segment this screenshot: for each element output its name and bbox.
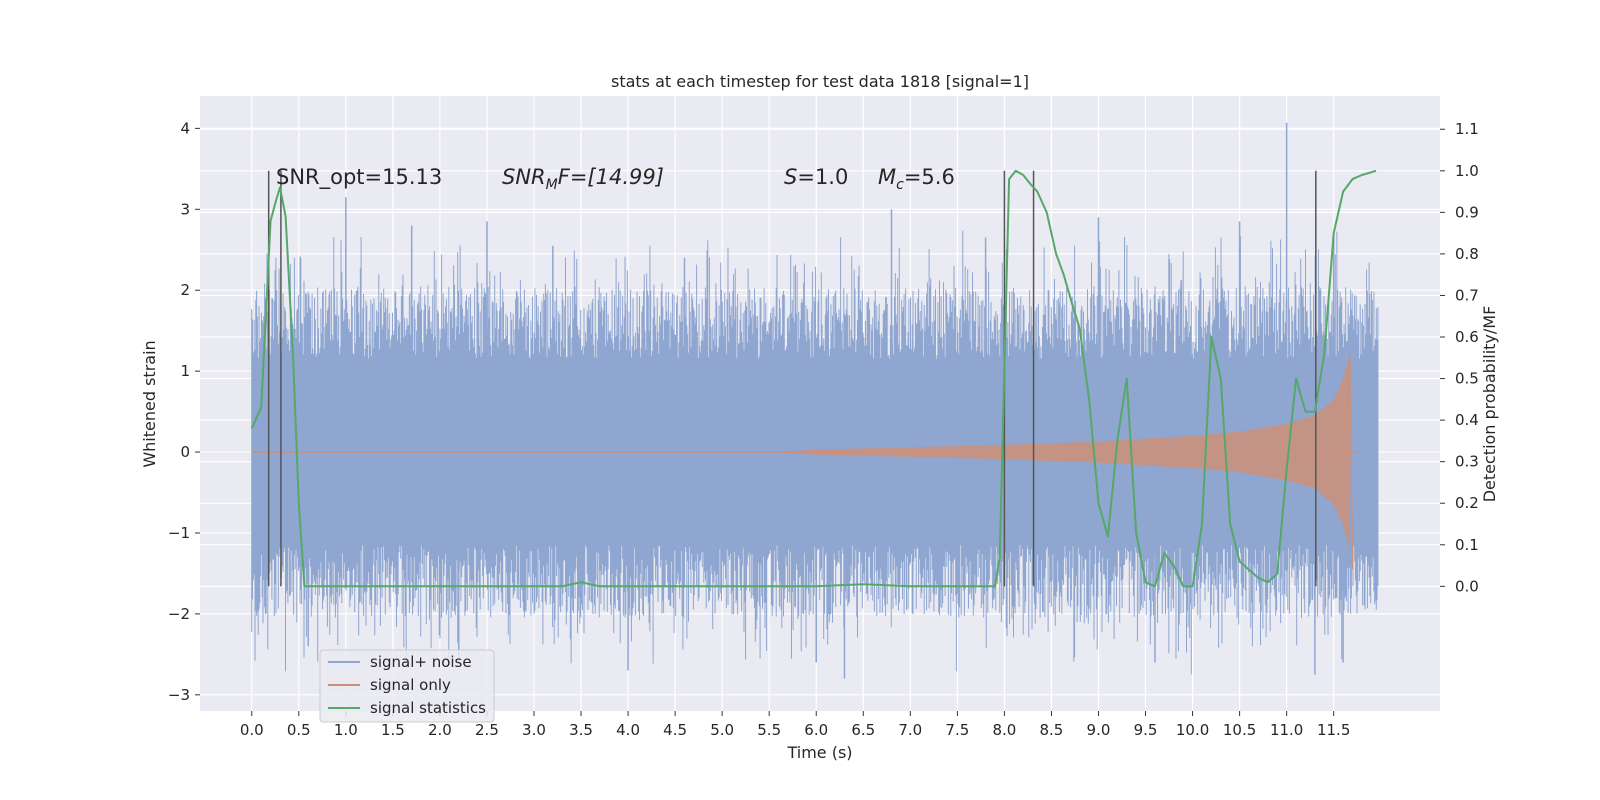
x-tick-label: 8.5 <box>1040 721 1064 739</box>
legend-label-signal-statistics: signal statistics <box>370 699 486 717</box>
y-right-tick-label: 0.2 <box>1455 494 1479 512</box>
y-right-tick-label: 0.5 <box>1455 370 1479 388</box>
x-tick-label: 6.5 <box>851 721 875 739</box>
y-left-tick-label: −3 <box>168 686 190 704</box>
y-axis-label-left: Whitened strain <box>140 340 159 467</box>
annotation-mc: Mc=5.6 <box>878 165 955 193</box>
x-tick-label: 11.5 <box>1317 721 1350 739</box>
x-tick-label: 10.0 <box>1176 721 1209 739</box>
x-tick-label: 9.0 <box>1087 721 1111 739</box>
y-left-tick-label: 3 <box>180 200 190 218</box>
y-left-tick-label: 4 <box>180 119 190 137</box>
x-tick-label: 3.5 <box>569 721 593 739</box>
y-right-tick-label: 0.0 <box>1455 577 1479 595</box>
y-right-tick-label: 1.0 <box>1455 162 1479 180</box>
y-left-tick-label: −1 <box>168 524 190 542</box>
x-tick-label: 4.0 <box>616 721 640 739</box>
x-tick-label: 3.0 <box>522 721 546 739</box>
x-tick-label: 0.5 <box>287 721 311 739</box>
y-right-tick-label: 0.3 <box>1455 453 1479 471</box>
x-tick-label: 6.0 <box>804 721 828 739</box>
x-tick-label: 0.0 <box>240 721 264 739</box>
signal-only-envelope <box>769 353 1350 551</box>
y-right-tick-label: 0.7 <box>1455 286 1479 304</box>
chart-title: stats at each timestep for test data 181… <box>611 72 1029 91</box>
x-tick-label: 2.5 <box>475 721 499 739</box>
y-right-tick-label: 0.6 <box>1455 328 1479 346</box>
x-tick-label: 2.0 <box>428 721 452 739</box>
x-tick-label: 5.5 <box>757 721 781 739</box>
y-left-tick-label: −2 <box>168 605 190 623</box>
annotation-s: S=1.0 <box>784 165 848 189</box>
x-tick-label: 1.5 <box>381 721 405 739</box>
y-right-tick-label: 1.1 <box>1455 120 1479 138</box>
y-axis-label-right: Detection probability/MF <box>1480 306 1499 503</box>
x-tick-label: 10.5 <box>1223 721 1256 739</box>
y-right-tick-label: 0.4 <box>1455 411 1479 429</box>
annotation-snr-mf: SNRMF=[14.99] <box>502 165 664 193</box>
legend-label-signal-only: signal only <box>370 676 451 694</box>
y-right-tick-label: 0.9 <box>1455 203 1479 221</box>
annotation-snr-opt: SNR_opt=15.13 <box>276 165 442 190</box>
y-left-tick-label: 2 <box>180 281 190 299</box>
signal-statistics-line <box>250 169 1377 588</box>
axis-ticks: 0.0 0.5 1.0 1.5 2.0 2.5 3.0 3.5 4.0 4.5 5.0 5.5 6.0 6… <box>168 119 1479 739</box>
x-tick-label: 7.5 <box>945 721 969 739</box>
legend-label-signal-noise: signal+ noise <box>370 653 472 671</box>
legend-box <box>319 649 495 723</box>
x-tick-label: 7.0 <box>898 721 922 739</box>
legend: signal+ noise signal only signal statist… <box>319 649 495 723</box>
y-left-tick-label: 0 <box>180 443 190 461</box>
x-axis-label: Time (s) <box>786 743 852 762</box>
x-tick-label: 4.5 <box>663 721 687 739</box>
x-tick-label: 5.0 <box>710 721 734 739</box>
x-tick-label: 11.0 <box>1270 721 1303 739</box>
signal-statistics-series <box>250 169 1377 588</box>
x-tick-label: 1.0 <box>334 721 358 739</box>
signal-only-merger <box>1348 353 1354 570</box>
signal-only-series <box>251 353 1358 570</box>
y-left-tick-label: 1 <box>180 362 190 380</box>
x-tick-label: 8.0 <box>992 721 1016 739</box>
x-tick-label: 9.5 <box>1134 721 1158 739</box>
y-right-tick-label: 0.8 <box>1455 245 1479 263</box>
y-right-tick-label: 0.1 <box>1455 536 1479 554</box>
